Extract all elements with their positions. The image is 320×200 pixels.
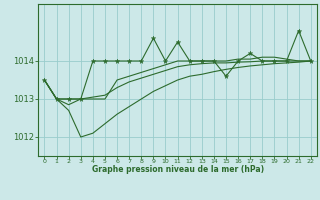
X-axis label: Graphe pression niveau de la mer (hPa): Graphe pression niveau de la mer (hPa)	[92, 165, 264, 174]
